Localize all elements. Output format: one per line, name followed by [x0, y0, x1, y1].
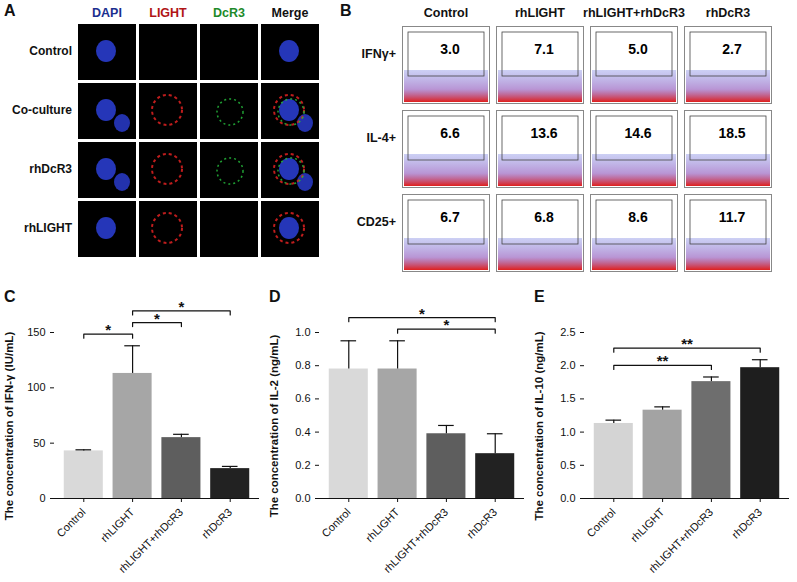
svg-text:0.6: 0.6 [295, 392, 310, 404]
svg-text:3.0: 3.0 [440, 41, 460, 57]
svg-text:1.0: 1.0 [295, 326, 310, 338]
html-text:LIGHT: LIGHT [149, 6, 187, 20]
html-text:The concentration of IL-10 (ng: The concentration of IL-10 (ng/mL) [533, 331, 545, 521]
svg-text:50: 50 [33, 437, 45, 449]
svg-text:150: 150 [27, 326, 45, 338]
svg-text:0.2: 0.2 [295, 459, 310, 471]
html-text:Control: Control [29, 44, 72, 58]
html-text:rhLIGHT+rhDcR3: rhLIGHT+rhDcR3 [583, 6, 685, 20]
svg-text:7.1: 7.1 [534, 41, 554, 57]
svg-text:**: ** [681, 335, 693, 352]
svg-text:rhLIGHT: rhLIGHT [363, 506, 402, 545]
html-text:Co-culture: Co-culture [12, 103, 72, 117]
svg-text:*: * [154, 310, 160, 327]
html-text:Control: Control [423, 6, 469, 20]
svg-text:rhLIGHT+rhDcR3: rhLIGHT+rhDcR3 [116, 506, 185, 575]
html-text:The concentration of IL-2 (ng/: The concentration of IL-2 (ng/mL) [268, 334, 280, 518]
svg-text:rhLIGHT+rhDcR3: rhLIGHT+rhDcR3 [381, 506, 450, 575]
html-text:IL-4+: IL-4+ [366, 131, 396, 145]
svg-text:1.5: 1.5 [560, 392, 575, 404]
html-text:CD25+: CD25+ [356, 215, 396, 229]
svg-text:11.7: 11.7 [719, 209, 746, 225]
html-text:rhDcR3: rhDcR3 [705, 6, 751, 20]
svg-text:2.0: 2.0 [560, 359, 575, 371]
svg-text:2.7: 2.7 [722, 41, 742, 57]
svg-text:rhLIGHT: rhLIGHT [628, 506, 667, 545]
svg-text:Control: Control [54, 506, 88, 540]
svg-text:*: * [419, 305, 425, 322]
svg-text:5.0: 5.0 [628, 41, 648, 57]
svg-text:6.6: 6.6 [440, 125, 460, 141]
svg-text:6.8: 6.8 [534, 209, 554, 225]
html-text:The concentration of IFN-γ (IU: The concentration of IFN-γ (IU/mL) [3, 331, 15, 521]
svg-text:8.6: 8.6 [628, 209, 648, 225]
html-text:A: A [4, 2, 16, 19]
html-text:Merge: Merge [271, 6, 309, 20]
html-text:E: E [534, 288, 545, 305]
svg-text:14.6: 14.6 [624, 125, 651, 141]
html-text:DAPI: DAPI [92, 6, 122, 20]
html-text:rhLIGHT: rhLIGHT [515, 6, 565, 20]
svg-text:0.8: 0.8 [295, 359, 310, 371]
svg-text:0.0: 0.0 [560, 492, 575, 504]
html-text:IFNγ+: IFNγ+ [361, 47, 396, 61]
svg-text:*: * [443, 316, 449, 333]
html-text:C: C [4, 288, 16, 305]
html-text:DcR3: DcR3 [213, 6, 245, 20]
svg-text:6.7: 6.7 [440, 209, 460, 225]
svg-text:rhLIGHT: rhLIGHT [98, 506, 137, 545]
svg-text:*: * [105, 321, 111, 338]
html-text:rhLIGHT: rhLIGHT [24, 221, 72, 235]
svg-text:Control: Control [319, 506, 353, 540]
svg-text:rhDcR3: rhDcR3 [464, 506, 499, 541]
svg-text:18.5: 18.5 [718, 125, 745, 141]
svg-text:0.4: 0.4 [295, 426, 310, 438]
html-text:rhDcR3: rhDcR3 [29, 162, 72, 176]
svg-text:*: * [178, 298, 184, 315]
svg-text:rhLIGHT+rhDcR3: rhLIGHT+rhDcR3 [646, 506, 715, 575]
svg-text:rhDcR3: rhDcR3 [199, 506, 234, 541]
svg-text:0.0: 0.0 [295, 492, 310, 504]
svg-text:0.5: 0.5 [560, 459, 575, 471]
svg-text:13.6: 13.6 [530, 125, 557, 141]
html-text:D: D [269, 288, 281, 305]
svg-text:0: 0 [39, 492, 45, 504]
svg-text:100: 100 [27, 381, 45, 393]
svg-text:2.5: 2.5 [560, 326, 575, 338]
svg-text:rhDcR3: rhDcR3 [729, 506, 764, 541]
svg-text:1.0: 1.0 [560, 426, 575, 438]
html-text:B: B [340, 2, 352, 19]
svg-text:Control: Control [584, 506, 618, 540]
svg-text:**: ** [657, 352, 669, 369]
